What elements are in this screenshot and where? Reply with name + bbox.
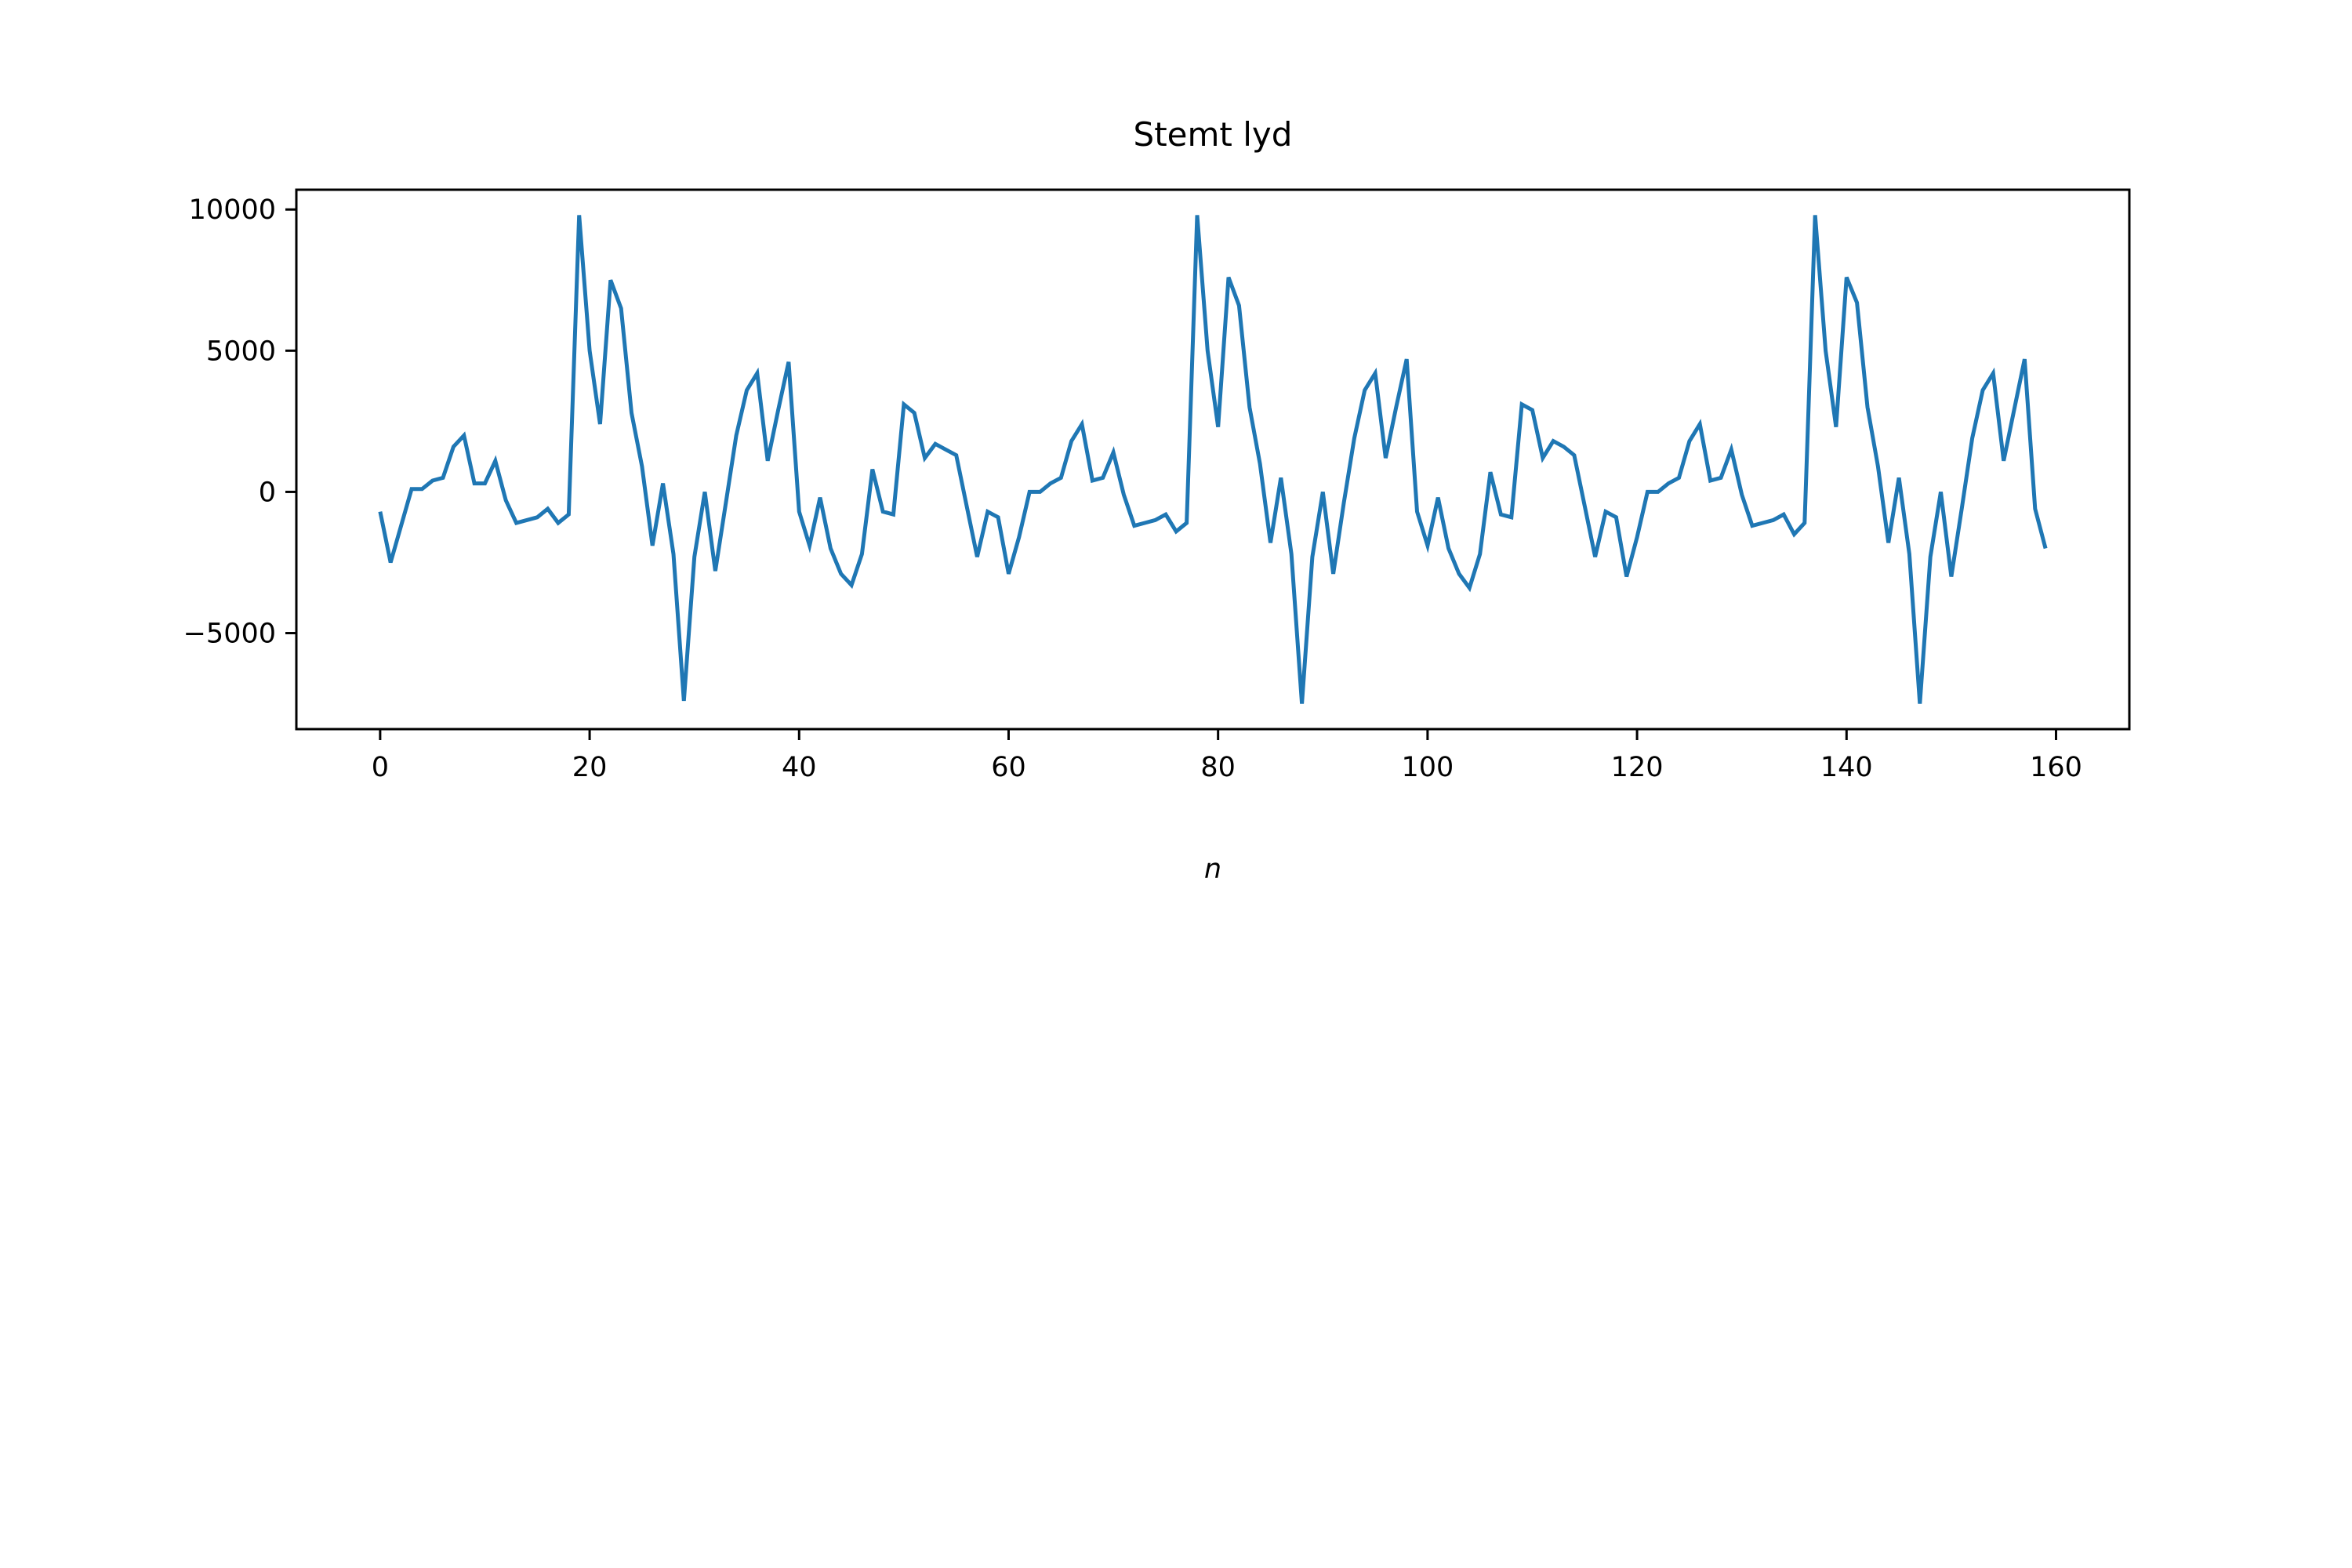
y-tick-label: −5000	[183, 619, 276, 650]
x-tick-label: 40	[782, 752, 817, 783]
x-tick-label: 0	[372, 752, 389, 783]
x-tick-label: 80	[1200, 752, 1236, 783]
x-tick-label: 60	[991, 752, 1026, 783]
x-axis: 0 20 40 60 80 100 120 140 160	[372, 729, 2082, 783]
y-axis: −5000 0 5000 10000	[183, 194, 296, 650]
x-axis-label: n	[1204, 854, 1221, 885]
plot-frame	[295, 188, 2131, 731]
y-tick-label: 10000	[189, 194, 276, 226]
plot-area	[378, 215, 2048, 704]
x-tick-label: 100	[1401, 752, 1454, 783]
x-tick-label: 140	[1820, 752, 1873, 783]
y-tick-label: 0	[259, 477, 276, 508]
x-tick-label: 120	[1611, 752, 1664, 783]
chart-title: Stemt lyd	[1134, 115, 1293, 154]
series-line-1	[378, 215, 2048, 704]
x-tick-label: 160	[2030, 752, 2082, 783]
x-tick-label: 20	[572, 752, 608, 783]
y-tick-label: 5000	[206, 336, 276, 367]
